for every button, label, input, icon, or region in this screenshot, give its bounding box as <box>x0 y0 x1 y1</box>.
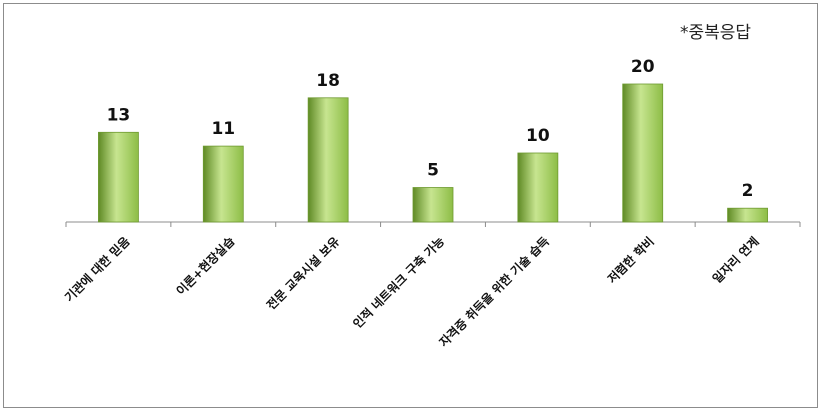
category-label: 전문 교육시설 보유 <box>263 234 342 313</box>
category-label: 기관에 대한 믿음 <box>61 234 132 305</box>
multiple-response-note: *중복응답 <box>680 23 752 43</box>
bar <box>622 83 664 223</box>
bar <box>517 152 559 223</box>
category-label: 인적 네트워크 구축 가능 <box>350 234 448 332</box>
bar <box>307 97 349 223</box>
bar <box>727 207 768 223</box>
data-label: 11 <box>211 119 235 139</box>
data-label: 18 <box>316 71 340 91</box>
bar <box>202 145 244 223</box>
bar <box>412 187 454 223</box>
category-label: 저렴한 학비 <box>604 234 657 287</box>
plot-area: 13 기관에 대한 믿음 11 이론+현장실습 18 전문 교육시설 보유 5 인적 네트워크… <box>61 57 801 350</box>
category-label: 자격증 취득을 위한 기술 습득 <box>436 234 552 350</box>
data-label: 5 <box>427 161 439 181</box>
bar <box>98 131 139 223</box>
category-label: 일자리 연계 <box>709 234 762 287</box>
data-label: 13 <box>107 105 131 125</box>
data-label: 10 <box>526 126 550 146</box>
data-label: 2 <box>742 181 754 201</box>
data-label: 20 <box>631 57 655 77</box>
category-label: 이론+현장실습 <box>173 234 238 299</box>
chart-frame: *중복응답 <box>3 3 818 408</box>
